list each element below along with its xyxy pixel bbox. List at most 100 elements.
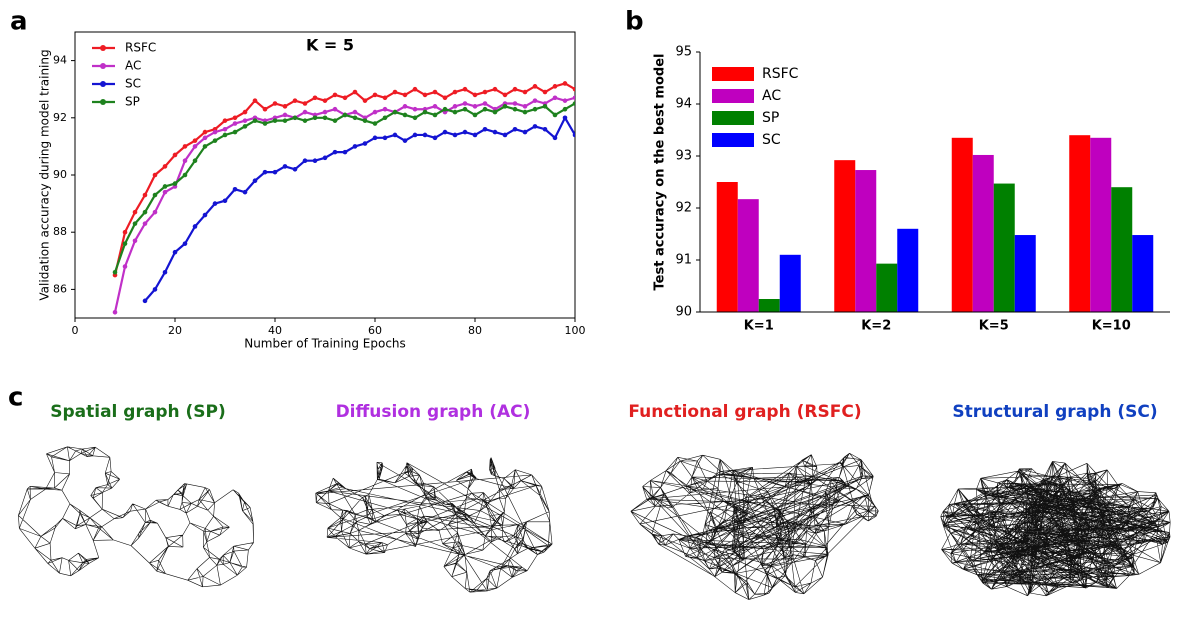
point bbox=[432, 135, 438, 141]
point bbox=[502, 92, 508, 98]
point bbox=[352, 144, 358, 149]
point bbox=[542, 89, 548, 95]
point bbox=[132, 238, 138, 244]
point bbox=[572, 132, 575, 138]
x-tick-label: K=2 bbox=[861, 319, 891, 334]
point bbox=[432, 104, 438, 109]
bar bbox=[1069, 135, 1091, 312]
point bbox=[482, 89, 488, 95]
point bbox=[552, 135, 558, 141]
point bbox=[542, 104, 548, 109]
graph-mesh bbox=[315, 457, 553, 593]
point bbox=[312, 115, 318, 121]
point bbox=[332, 118, 338, 123]
legend-label: AC bbox=[762, 88, 781, 104]
point bbox=[272, 118, 278, 123]
point bbox=[362, 98, 368, 103]
point bbox=[162, 269, 168, 275]
point bbox=[452, 104, 458, 109]
point bbox=[152, 192, 158, 198]
point bbox=[282, 118, 288, 123]
y-tick-label: 93 bbox=[675, 149, 692, 164]
point bbox=[282, 104, 288, 109]
series-line bbox=[113, 96, 575, 313]
point bbox=[162, 164, 168, 169]
point bbox=[432, 112, 438, 118]
point bbox=[222, 126, 228, 132]
point bbox=[562, 115, 568, 121]
legend-marker bbox=[100, 45, 106, 51]
point bbox=[522, 129, 528, 135]
point bbox=[172, 181, 178, 186]
bar bbox=[876, 263, 898, 312]
point bbox=[532, 124, 538, 129]
point bbox=[572, 95, 575, 101]
point bbox=[252, 118, 258, 123]
point bbox=[182, 158, 188, 163]
point bbox=[512, 126, 518, 132]
point bbox=[472, 112, 478, 118]
point bbox=[122, 229, 128, 235]
point bbox=[112, 269, 118, 275]
point bbox=[492, 86, 498, 92]
point bbox=[142, 209, 148, 215]
graph-title: Structural graph (SC) bbox=[952, 402, 1157, 422]
point bbox=[112, 309, 118, 315]
bar bbox=[779, 254, 801, 312]
point bbox=[152, 287, 158, 292]
legend-label: RSFC bbox=[762, 66, 799, 82]
legend-swatch bbox=[712, 133, 754, 147]
graph-title: Functional graph (RSFC) bbox=[628, 402, 861, 422]
point bbox=[562, 106, 568, 112]
point bbox=[532, 98, 538, 103]
y-tick-label: 92 bbox=[53, 111, 67, 124]
point bbox=[292, 166, 298, 172]
point bbox=[182, 172, 188, 178]
point bbox=[132, 209, 138, 215]
point bbox=[342, 95, 348, 101]
point bbox=[572, 101, 575, 106]
y-tick-label: 94 bbox=[675, 97, 692, 112]
legend-label: SP bbox=[762, 110, 779, 126]
series-line bbox=[113, 82, 575, 276]
point bbox=[302, 158, 308, 163]
graph-mesh bbox=[18, 446, 254, 588]
point bbox=[422, 92, 428, 98]
x-tick-label: K=5 bbox=[979, 319, 1009, 334]
point bbox=[332, 149, 338, 155]
point bbox=[302, 101, 308, 106]
point bbox=[532, 84, 538, 89]
point bbox=[322, 109, 328, 115]
bar bbox=[855, 170, 877, 312]
point bbox=[352, 89, 358, 95]
point bbox=[272, 101, 278, 106]
point bbox=[552, 112, 558, 118]
point bbox=[162, 189, 168, 195]
bar bbox=[758, 299, 780, 312]
point bbox=[402, 138, 408, 143]
point bbox=[272, 169, 278, 175]
point bbox=[262, 106, 268, 112]
point bbox=[172, 152, 178, 158]
point bbox=[412, 86, 418, 92]
point bbox=[232, 187, 238, 192]
point bbox=[472, 92, 478, 98]
x-tick-label: 40 bbox=[268, 324, 282, 337]
plot-area bbox=[112, 81, 575, 315]
point bbox=[312, 95, 318, 101]
point bbox=[462, 106, 468, 112]
point bbox=[412, 115, 418, 121]
bar bbox=[737, 199, 759, 312]
point bbox=[182, 241, 188, 246]
point bbox=[442, 106, 448, 112]
point bbox=[122, 241, 128, 246]
point bbox=[572, 86, 575, 92]
y-tick-label: 91 bbox=[675, 253, 692, 268]
point bbox=[502, 104, 508, 109]
bar bbox=[972, 154, 994, 312]
point bbox=[232, 115, 238, 121]
legend-label: SP bbox=[125, 95, 140, 109]
x-tick-label: 20 bbox=[168, 324, 182, 337]
point bbox=[142, 192, 148, 198]
